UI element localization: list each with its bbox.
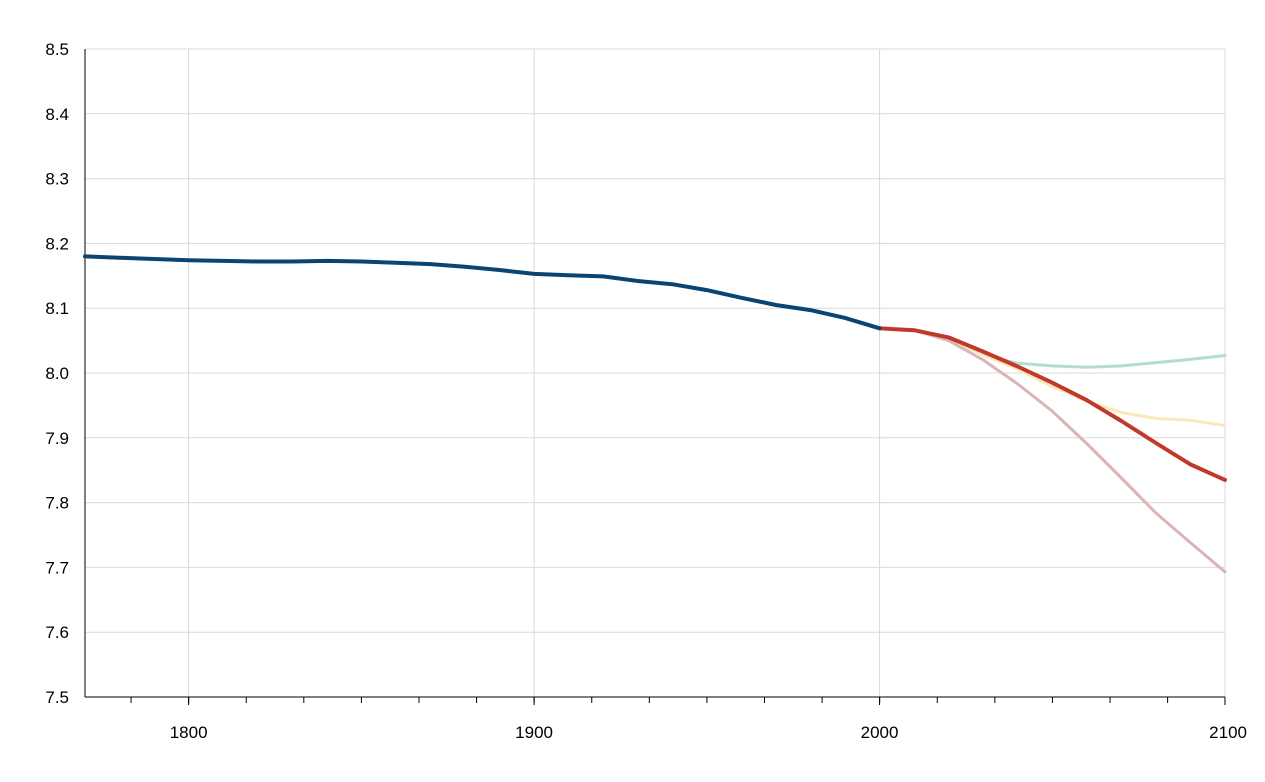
x-tick-label: 2100: [1209, 723, 1247, 742]
series-line-4: [877, 326, 1227, 482]
y-tick-label: 7.9: [45, 429, 69, 448]
y-tick-label: 7.6: [45, 623, 69, 642]
axes: [84, 49, 1226, 705]
gridlines: [85, 48, 1226, 698]
y-tick-label: 7.7: [45, 558, 69, 577]
y-tick-label: 8.4: [45, 105, 69, 124]
y-tick-label: 8.2: [45, 234, 69, 253]
y-tick-label: 7.5: [45, 688, 69, 707]
series-line-5: [83, 254, 882, 331]
series-lines: [83, 254, 1227, 574]
y-tick-label: 8.1: [45, 299, 69, 318]
y-tick-label: 8.0: [45, 364, 69, 383]
x-tick-label: 1800: [170, 723, 208, 742]
x-tick-label: 2000: [861, 723, 899, 742]
y-tick-label: 8.3: [45, 170, 69, 189]
series-line-3: [878, 326, 1227, 574]
y-tick-label: 7.8: [45, 494, 69, 513]
tick-labels: 7.5 7.6 7.7 7.8 7.9 8.0 8.1 8.2 8.3 8.4 8.5 1800 190…: [45, 40, 1247, 742]
x-tick-label: 1900: [515, 723, 553, 742]
y-tick-label: 8.5: [45, 40, 69, 59]
